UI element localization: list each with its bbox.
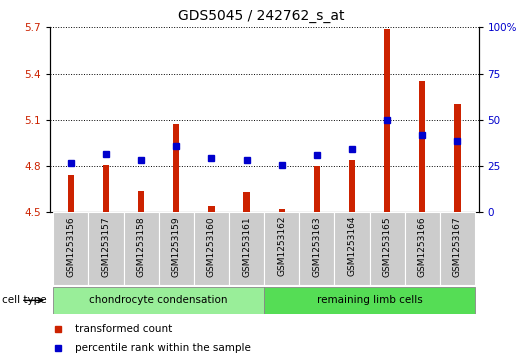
Bar xyxy=(279,209,285,212)
Bar xyxy=(349,160,355,212)
Text: percentile rank within the sample: percentile rank within the sample xyxy=(75,343,251,353)
Bar xyxy=(454,104,461,212)
Bar xyxy=(173,125,179,212)
Bar xyxy=(243,192,249,212)
Text: remaining limb cells: remaining limb cells xyxy=(317,295,423,305)
Bar xyxy=(440,212,475,285)
Bar xyxy=(158,212,194,285)
Bar xyxy=(264,212,299,285)
Bar xyxy=(138,191,144,212)
Bar xyxy=(299,212,334,285)
Bar xyxy=(370,212,405,285)
Text: GSM1253157: GSM1253157 xyxy=(101,216,110,277)
Bar xyxy=(384,29,390,212)
Text: GSM1253156: GSM1253156 xyxy=(66,216,75,277)
Bar xyxy=(53,212,88,285)
Text: GSM1253167: GSM1253167 xyxy=(453,216,462,277)
Text: GSM1253162: GSM1253162 xyxy=(277,216,286,277)
Bar xyxy=(229,212,264,285)
Bar xyxy=(123,212,158,285)
Bar xyxy=(88,212,123,285)
Text: GSM1253159: GSM1253159 xyxy=(172,216,181,277)
Bar xyxy=(419,81,426,212)
Bar xyxy=(103,164,109,212)
Bar xyxy=(264,287,475,314)
Bar xyxy=(314,166,320,212)
Bar xyxy=(67,175,74,212)
Bar xyxy=(208,206,214,212)
Bar xyxy=(53,287,264,314)
Text: cell type: cell type xyxy=(2,295,46,305)
Text: GSM1253161: GSM1253161 xyxy=(242,216,251,277)
Text: GDS5045 / 242762_s_at: GDS5045 / 242762_s_at xyxy=(178,9,345,23)
Text: transformed count: transformed count xyxy=(75,324,173,334)
Text: GSM1253158: GSM1253158 xyxy=(137,216,145,277)
Text: GSM1253164: GSM1253164 xyxy=(347,216,357,277)
Text: GSM1253163: GSM1253163 xyxy=(312,216,321,277)
Bar xyxy=(334,212,370,285)
Bar xyxy=(405,212,440,285)
Text: chondrocyte condensation: chondrocyte condensation xyxy=(89,295,228,305)
Bar xyxy=(194,212,229,285)
Text: GSM1253160: GSM1253160 xyxy=(207,216,216,277)
Text: GSM1253166: GSM1253166 xyxy=(418,216,427,277)
Text: GSM1253165: GSM1253165 xyxy=(383,216,392,277)
